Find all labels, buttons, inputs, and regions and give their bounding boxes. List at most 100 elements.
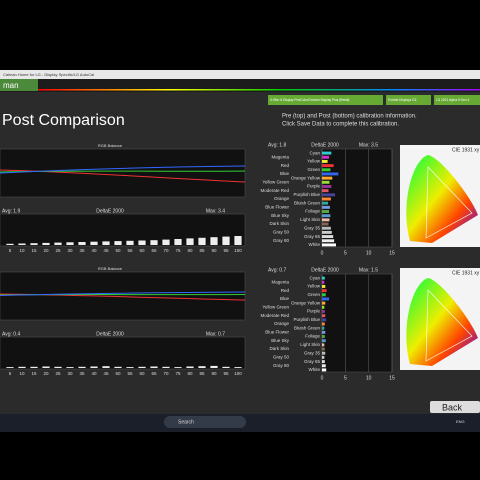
x-tick-label: 35 bbox=[79, 371, 85, 376]
max: Max: 0.7 bbox=[206, 331, 225, 337]
source-label: Portrait Displays G2 bbox=[388, 98, 417, 102]
de-bar bbox=[198, 237, 206, 245]
patch-label: Light Skin bbox=[300, 342, 320, 347]
avg: Avg: 1.8 bbox=[268, 142, 286, 148]
patch-label: Blue Flower bbox=[265, 330, 289, 335]
x-tick-label: 20 bbox=[43, 248, 49, 253]
de-bar bbox=[234, 236, 242, 245]
back-label: Back bbox=[442, 402, 463, 412]
avg: Avg: 0.4 bbox=[2, 331, 20, 337]
x-tick-label: 35 bbox=[79, 248, 85, 253]
x-tick-label: 65 bbox=[151, 248, 157, 253]
x-tick-label: 55 bbox=[127, 371, 133, 376]
cc-bar bbox=[322, 180, 330, 184]
cc-bar bbox=[322, 239, 335, 243]
de-bar bbox=[114, 366, 122, 368]
cc-bar bbox=[322, 176, 333, 180]
x-tick-label: 55 bbox=[127, 248, 133, 253]
x-tick-label: 75 bbox=[175, 371, 181, 376]
cc-bar bbox=[322, 360, 325, 364]
x-tick-label: 15 bbox=[31, 371, 37, 376]
page-title: Post Comparison bbox=[2, 112, 125, 129]
cc-bar bbox=[322, 243, 336, 247]
x-tick-label: 60 bbox=[139, 371, 145, 376]
de-bar bbox=[18, 243, 26, 245]
rgb-chart bbox=[0, 148, 246, 198]
cc-bar bbox=[322, 214, 331, 218]
de-bar bbox=[150, 366, 158, 368]
source-select[interactable] bbox=[386, 95, 431, 105]
de-bar bbox=[66, 242, 74, 245]
de-bar bbox=[6, 243, 14, 245]
cc-bar bbox=[322, 343, 325, 347]
patch-label: Magenta bbox=[271, 154, 289, 159]
cc-bar bbox=[322, 235, 334, 239]
cc-bar bbox=[322, 305, 325, 309]
avg: Avg: 1.9 bbox=[2, 208, 20, 214]
title-bar bbox=[0, 70, 480, 79]
chart-title: DeltaE 2000 bbox=[311, 142, 339, 148]
window-title: Calman Home for LG - Display Specific/LG… bbox=[3, 72, 94, 77]
note: Pre (top) and Post (bottom) calibration … bbox=[282, 114, 417, 120]
x-tick-label: 95 bbox=[223, 371, 229, 376]
x-tick-label: 10 bbox=[366, 250, 372, 256]
patch-label: Cyan bbox=[309, 275, 320, 280]
x-tick-label: 70 bbox=[163, 248, 169, 253]
cc-bar bbox=[322, 297, 329, 301]
patch-label: Dark Skin bbox=[269, 221, 289, 226]
de-bar bbox=[114, 241, 122, 245]
rgb-title: RGB Balance bbox=[98, 266, 123, 271]
x-tick-label: 20 bbox=[43, 371, 49, 376]
de-bar bbox=[30, 243, 38, 245]
de-bar bbox=[210, 237, 218, 245]
x-tick-label: 70 bbox=[163, 371, 169, 376]
rgb-chart bbox=[0, 271, 246, 321]
max: Max: 3.5 bbox=[359, 142, 378, 148]
rgb-title: RGB Balance bbox=[98, 143, 123, 148]
x-tick-label: 40 bbox=[91, 248, 97, 253]
x-tick-label: 75 bbox=[175, 248, 181, 253]
patch-label: Yellow bbox=[307, 284, 321, 289]
cc-chart bbox=[321, 148, 393, 248]
patch-label: Blue Sky bbox=[271, 338, 290, 343]
de-bar bbox=[222, 366, 230, 368]
logo: man bbox=[3, 81, 19, 90]
cie-title: CIE 1931 xy bbox=[452, 147, 480, 153]
display-select[interactable] bbox=[434, 95, 480, 105]
cc-bar bbox=[322, 368, 327, 372]
back-button[interactable] bbox=[430, 401, 480, 413]
de-bar bbox=[186, 366, 194, 368]
patch-label: Gray 65 bbox=[304, 234, 321, 239]
de-bar bbox=[222, 236, 230, 245]
cc-bar bbox=[322, 289, 327, 293]
x-tick-label: 90 bbox=[211, 248, 217, 253]
cc-bar bbox=[322, 364, 326, 368]
cc-bar bbox=[322, 159, 328, 163]
x-tick-label: 10 bbox=[366, 375, 372, 381]
patch-label: Purplish Blue bbox=[293, 317, 320, 322]
cc-bar bbox=[322, 151, 332, 155]
patch-label: Foliage bbox=[305, 209, 320, 214]
de-bar bbox=[66, 367, 74, 368]
cc-bar bbox=[322, 210, 329, 213]
de-bar bbox=[174, 239, 182, 245]
x-tick-label: 30 bbox=[67, 371, 73, 376]
cc-bar bbox=[322, 335, 325, 338]
cc-bar bbox=[322, 164, 334, 168]
meter-select[interactable] bbox=[268, 95, 383, 105]
de-chart bbox=[0, 336, 246, 370]
patch-label: Bluish Green bbox=[294, 325, 321, 330]
patch-label: Yellow Green bbox=[262, 179, 289, 184]
search-box[interactable] bbox=[164, 416, 246, 428]
cc-bar bbox=[322, 351, 326, 355]
patch-label: Yellow Green bbox=[262, 304, 289, 309]
cie-title: CIE 1931 xy bbox=[452, 270, 480, 276]
rainbow-line bbox=[38, 89, 480, 91]
cc-bar bbox=[322, 189, 329, 193]
patch-label: Gray 35 bbox=[304, 350, 321, 355]
de-bar bbox=[42, 242, 50, 245]
cc-bar bbox=[322, 172, 339, 176]
cc-bar bbox=[322, 155, 329, 159]
cc-bar bbox=[322, 339, 326, 343]
